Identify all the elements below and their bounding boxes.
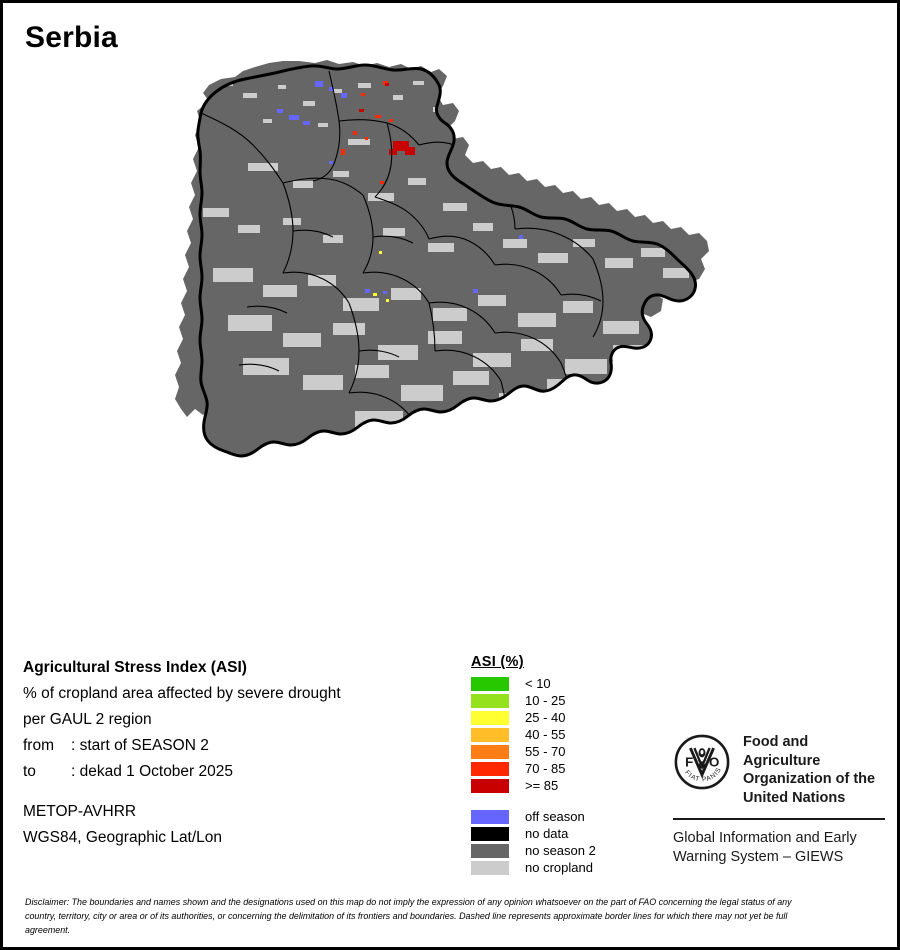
legend-asi-label: 55 - 70: [525, 743, 566, 759]
legend-asi-swatch: [471, 710, 509, 725]
fao-emblem-icon: F O FIAT PANIS: [674, 734, 730, 790]
legend-asi-swatch: [471, 744, 509, 759]
legend-status-classes: off season no data no season 2 no cropland: [471, 808, 651, 876]
legend-asi-label: >= 85: [525, 777, 559, 793]
legend-title: ASI (%): [471, 654, 524, 670]
legend-asi-classes: < 10 10 - 25 25 - 40 40 - 55 55 - 70 70 - 85 >…: [471, 675, 651, 794]
fao-logo-row: F O FIAT PANIS Food and Agriculture Orga…: [673, 733, 888, 807]
legend-asi-swatch: [471, 693, 509, 708]
asi-subtitle-2: per GAUL 2 region: [23, 711, 152, 728]
legend-asi-label: < 10: [525, 675, 551, 691]
fao-letter-f: F: [685, 755, 693, 770]
legend-status-swatch: [471, 843, 509, 858]
period-from-row: from : start of SEASON 2: [23, 733, 453, 759]
period-from-key: from: [23, 737, 54, 754]
cells-asi-25-40: [373, 251, 389, 302]
serbia-asi-map: [143, 53, 763, 643]
legend-status-row: off season: [471, 808, 651, 825]
fao-org-line-3: United Nations: [743, 789, 846, 806]
legend-asi-row: < 10: [471, 675, 651, 692]
fao-logo: F O FIAT PANIS: [673, 733, 731, 796]
legend-asi-swatch: [471, 761, 509, 776]
legend-status-row: no cropland: [471, 859, 651, 876]
legend-status-row: no season 2: [471, 842, 651, 859]
legend-status-row: no data: [471, 825, 651, 842]
period-to-key: to: [23, 763, 36, 780]
cells-asi-gte85: [359, 83, 415, 155]
legend-status-label: off season: [525, 808, 585, 824]
legend-asi-label: 10 - 25: [525, 692, 566, 708]
legend-status-swatch: [471, 860, 509, 875]
period-to-row: to : dekad 1 October 2025: [23, 759, 453, 785]
legend-asi-row: 25 - 40: [471, 709, 651, 726]
cells-asi-lt10: [369, 505, 494, 578]
fao-organization-name: Food and Agriculture Organization of the…: [743, 733, 888, 807]
asi-heading: Agricultural Stress Index (ASI): [23, 659, 247, 676]
giews-name: Global Information and Early Warning Sys…: [673, 829, 888, 867]
projection-label: WGS84, Geographic Lat/Lon: [23, 829, 223, 846]
giews-line-1: Global Information and Early: [673, 830, 857, 846]
period-from-value: : start of SEASON 2: [71, 737, 209, 754]
legend-asi-label: 25 - 40: [525, 709, 566, 725]
asi-subtitle-1: % of cropland area affected by severe dr…: [23, 685, 341, 702]
fao-org-line-1: Food and Agriculture: [743, 734, 821, 769]
disclaimer-text: Disclaimer: The boundaries and names sho…: [25, 897, 792, 937]
legend-asi-row: 10 - 25: [471, 692, 651, 709]
cells-asi-10-25: [375, 509, 447, 561]
info-spacer: [23, 785, 453, 799]
country-outline: [196, 63, 697, 458]
legend-status-label: no data: [525, 825, 569, 841]
legend-gap: [471, 794, 651, 808]
legend-status-swatch: [471, 826, 509, 841]
legend-asi-row: 55 - 70: [471, 743, 651, 760]
period-to-value: : dekad 1 October 2025: [71, 763, 234, 780]
legend-asi-swatch: [471, 727, 509, 742]
legend-status-label: no cropland: [525, 859, 593, 875]
fao-org-line-2: Organization of the: [743, 771, 876, 787]
fao-branding-block: F O FIAT PANIS Food and Agriculture Orga…: [673, 733, 888, 867]
fao-letter-o: O: [709, 755, 719, 770]
fao-divider: [673, 818, 885, 820]
legend-asi-label: 70 - 85: [525, 760, 566, 776]
legend-status-swatch: [471, 809, 509, 824]
legend-asi-row: 40 - 55: [471, 726, 651, 743]
page-title: Serbia: [25, 21, 118, 54]
giews-line-2: Warning System – GIEWS: [673, 849, 844, 865]
map-description-block: Agricultural Stress Index (ASI) % of cro…: [23, 655, 453, 851]
asi-map-layer: [196, 63, 697, 578]
sensor-label: METOP-AVHRR: [23, 803, 137, 820]
legend-status-label: no season 2: [525, 842, 596, 858]
legend-asi-row: >= 85: [471, 777, 651, 794]
legend-asi-label: 40 - 55: [525, 726, 566, 742]
legend-asi-swatch: [471, 676, 509, 691]
legend-asi-swatch: [471, 778, 509, 793]
legend-asi-row: 70 - 85: [471, 760, 651, 777]
map-legend: ASI (%) < 10 10 - 25 25 - 40 40 - 55 55 - 70…: [471, 654, 651, 876]
